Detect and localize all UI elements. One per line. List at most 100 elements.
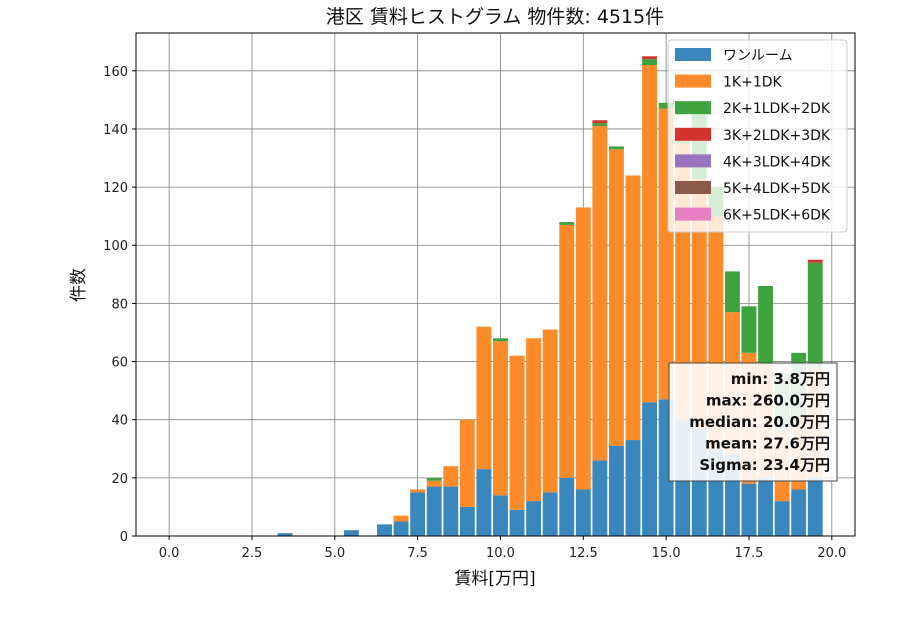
histogram-bar [476,469,492,536]
histogram-bar [526,501,542,536]
legend-swatch [675,181,711,194]
histogram-bar [443,466,459,487]
histogram-bar [393,521,409,536]
stats-line: max: 260.0万円 [706,392,830,410]
histogram-bar [410,489,426,493]
x-tick-label: 7.5 [407,546,428,561]
x-tick-label: 5.0 [324,546,345,561]
legend-label: 1K+1DK [723,75,783,91]
histogram-bar [741,483,757,536]
histogram-bar [526,338,542,502]
histogram-bar [807,259,823,263]
histogram-bar [608,146,624,150]
histogram-bar [642,64,658,403]
x-tick-label: 0.0 [159,546,180,561]
histogram-bar [774,501,790,536]
histogram-bar [724,271,740,313]
histogram-bar [493,341,508,496]
y-tick-label: 0 [120,530,128,545]
stats-line: median: 20.0万円 [689,413,830,431]
stats-line: min: 3.8万円 [731,370,830,388]
y-axis-label: 件数 [69,268,89,302]
histogram-bar [443,486,459,536]
histogram-bar [791,489,807,536]
x-tick-label: 20.0 [817,546,846,561]
histogram-bar [459,419,475,507]
histogram-bar [426,486,442,536]
histogram-bar [542,329,558,493]
histogram-bar [575,489,591,536]
histogram-bar [625,175,641,441]
legend-label: 2K+1LDK+2DK [723,101,831,117]
histogram-bar [277,533,293,536]
legend-swatch [675,74,711,88]
legend: ワンルーム 1K+1DK 2K+1LDK+2DK 3K+2LDK+3DK 4K+3LDK… [667,39,848,233]
legend-label: 4K+3LDK+4DK [723,154,831,170]
stats-frame [668,362,838,482]
x-axis-ticks: 0.0 2.5 5.0 7.5 10.0 12.5 15.0 17.5 20.0 [159,536,846,561]
y-tick-label: 80 [111,297,128,312]
histogram-bar [807,477,823,536]
histogram-bar [509,355,525,510]
stats-line: Sigma: 23.4万円 [699,456,830,474]
histogram-bar [741,306,757,353]
legend-label: 3K+2LDK+3DK [723,128,831,144]
histogram-bar [642,56,658,60]
x-axis-label: 賃料[万円] [454,569,535,589]
histogram-bar [575,207,591,490]
x-tick-label: 17.5 [734,546,763,561]
y-axis-ticks: 0 20 40 60 80 100 120 140 160 [103,65,136,545]
histogram-bar [758,285,773,365]
chart-title: 港区 賃料ヒストグラム 物件数: 4515件 [326,6,664,28]
y-tick-label: 120 [103,181,128,196]
histogram-bar [426,477,442,481]
legend-frame [667,39,848,233]
histogram-bar [758,477,773,536]
y-tick-label: 20 [111,472,128,487]
histogram-bar [807,262,823,368]
y-tick-label: 100 [103,239,128,254]
legend-swatch [675,127,711,141]
histogram-bar [393,515,409,522]
histogram-bar [559,477,575,536]
y-tick-label: 140 [103,123,128,138]
histogram-bar [642,402,658,536]
legend-swatch [675,207,711,221]
stats-line: mean: 27.6万円 [705,435,830,453]
histogram-bar [343,530,359,536]
histogram-bar [592,120,608,124]
x-tick-label: 10.0 [486,546,515,561]
histogram-bar [410,492,426,536]
x-tick-label: 2.5 [242,546,263,561]
histogram-bar [608,445,624,536]
legend-label: ワンルーム [723,48,793,64]
histogram-bar [509,509,525,536]
histogram-bar [459,506,475,536]
histogram-bar [476,326,492,470]
stats-box: min: 3.8万円 max: 260.0万円 median: 20.0万円 mean… [668,362,838,482]
x-tick-label: 15.0 [652,546,681,561]
histogram-bar [592,460,608,536]
histogram-bar [608,149,624,446]
histogram-bar [493,495,508,536]
histogram-bar [642,59,658,65]
legend-swatch [675,48,711,61]
histogram-bar [658,102,674,109]
legend-swatch [675,101,711,115]
y-tick-label: 40 [111,414,128,429]
legend-label: 6K+5LDK+6DK [723,208,831,224]
histogram-bar [542,492,558,536]
x-tick-label: 12.5 [569,546,598,561]
legend-swatch [675,154,711,168]
histogram-bar [426,480,442,487]
y-tick-label: 160 [103,65,128,80]
histogram-bar [377,524,392,536]
histogram-bar [493,338,508,342]
y-tick-label: 60 [111,356,128,371]
histogram-bar [559,224,575,478]
histogram-bar [625,440,641,536]
legend-label: 5K+4LDK+5DK [723,181,831,197]
histogram-bar [559,221,575,225]
plot-frame [135,32,856,537]
